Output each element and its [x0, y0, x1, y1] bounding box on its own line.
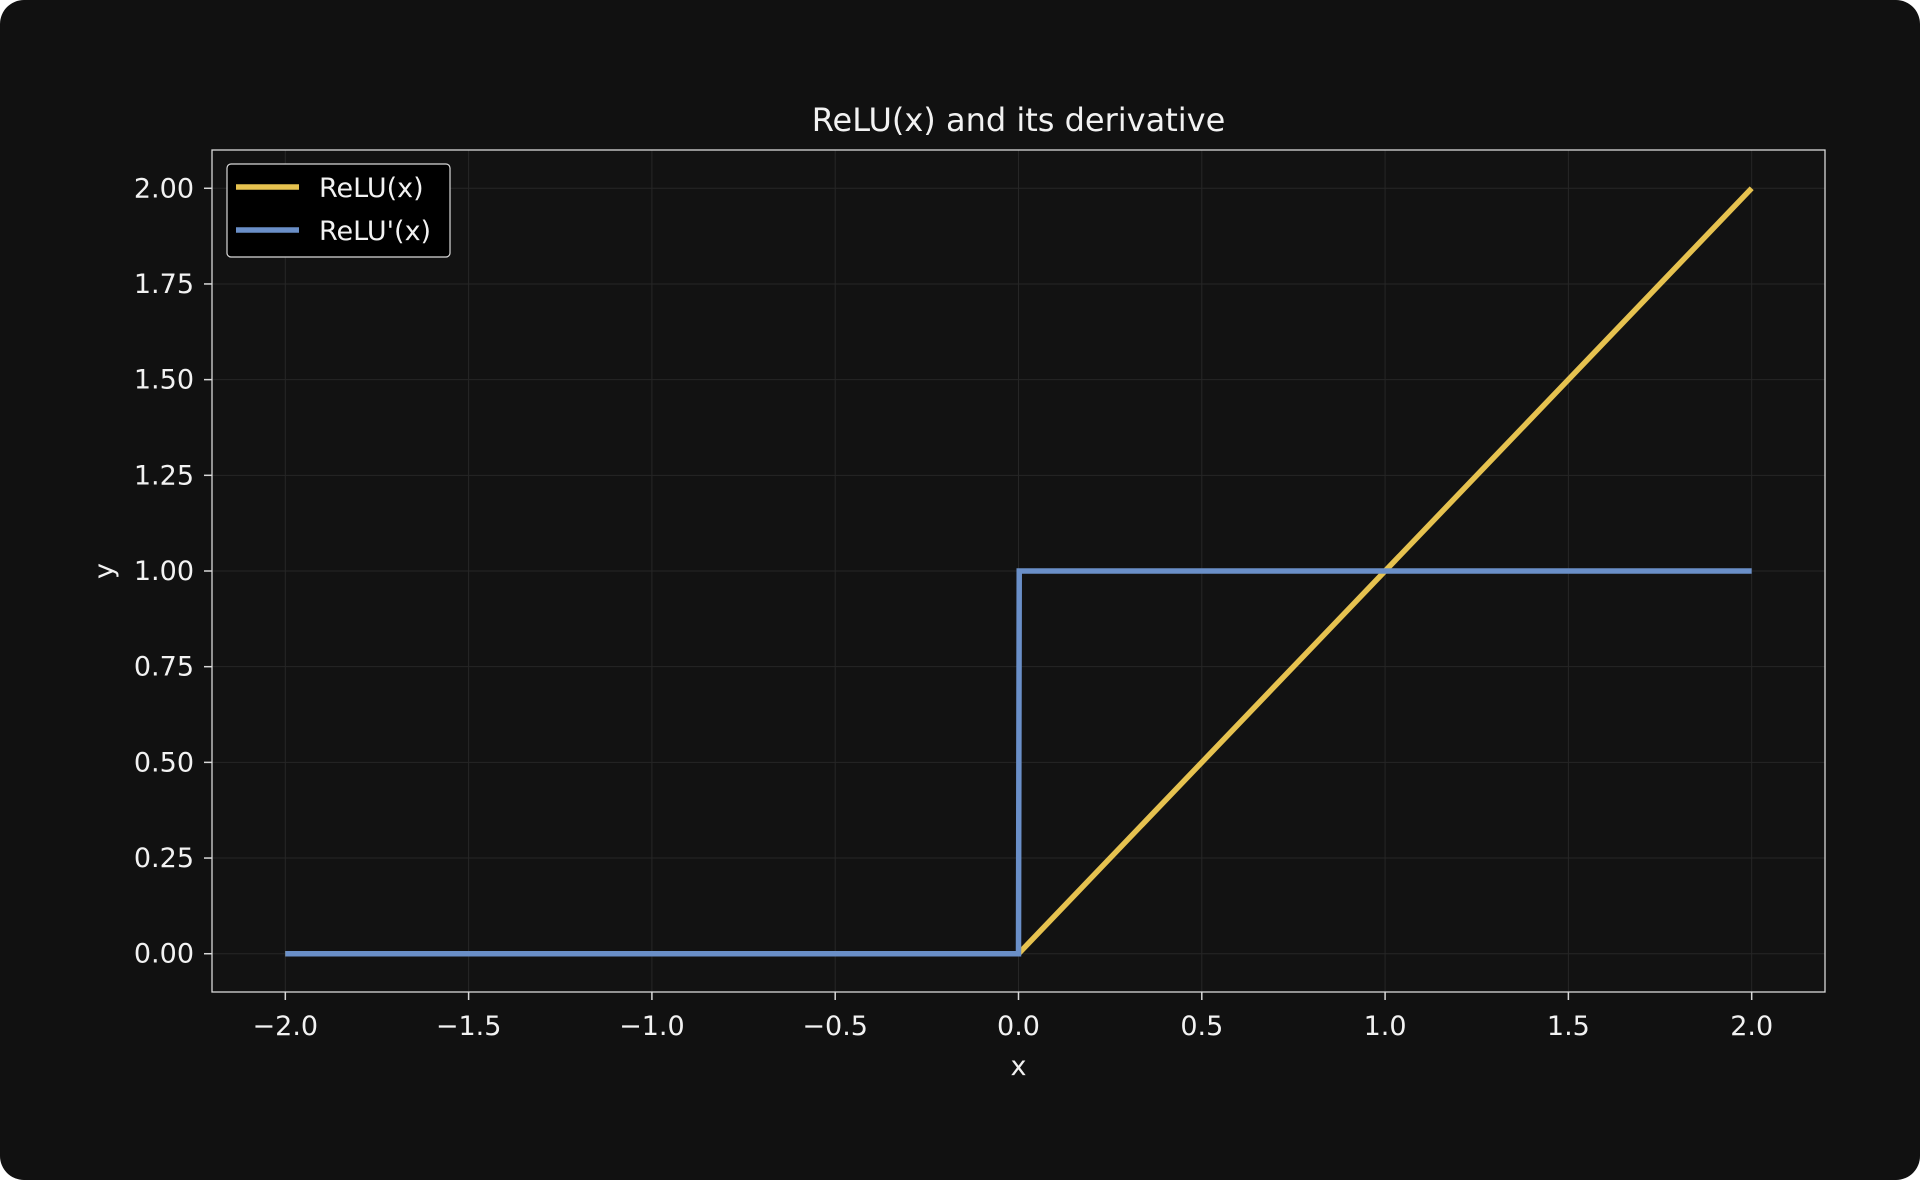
series-lines: [285, 186, 1754, 957]
chart-title: ReLU(x) and its derivative: [812, 101, 1226, 139]
y-tick-label: 0.00: [134, 939, 194, 970]
y-tick-label: 1.00: [134, 556, 194, 587]
x-tick-label: −1.0: [619, 1011, 685, 1042]
y-tick-label: 1.50: [134, 365, 194, 396]
y-axis-ticks: 0.00 0.25 0.50 0.75 1.00 1.25 1.50 1.75 2.00: [134, 173, 212, 970]
y-tick-label: 0.25: [134, 843, 194, 874]
y-tick-label: 0.50: [134, 747, 194, 778]
x-axis-ticks: −2.0 −1.5 −1.0 −0.5 0.0 0.5 1.0 1.5 2.0: [253, 992, 1773, 1042]
x-axis-label: x: [1011, 1051, 1027, 1082]
y-tick-label: 0.75: [134, 652, 194, 683]
y-tick-label: 1.75: [134, 269, 194, 300]
x-tick-label: 1.5: [1547, 1011, 1590, 1042]
x-tick-label: 0.5: [1180, 1011, 1223, 1042]
y-axis-label: y: [89, 563, 120, 579]
legend: ReLU(x) ReLU'(x): [226, 163, 451, 258]
x-tick-label: 0.0: [997, 1011, 1040, 1042]
series-line-relu-derivative: [285, 568, 1752, 957]
y-tick-label: 2.00: [134, 173, 194, 204]
x-tick-label: 1.0: [1364, 1011, 1407, 1042]
x-tick-label: −0.5: [802, 1011, 868, 1042]
x-tick-label: 2.0: [1730, 1011, 1773, 1042]
y-tick-label: 1.25: [134, 460, 194, 491]
legend-label: ReLU(x): [319, 173, 424, 204]
legend-label: ReLU'(x): [319, 216, 431, 247]
x-tick-label: −1.5: [436, 1011, 502, 1042]
legend-items: ReLU(x) ReLU'(x): [236, 173, 431, 247]
x-tick-label: −2.0: [253, 1011, 319, 1042]
